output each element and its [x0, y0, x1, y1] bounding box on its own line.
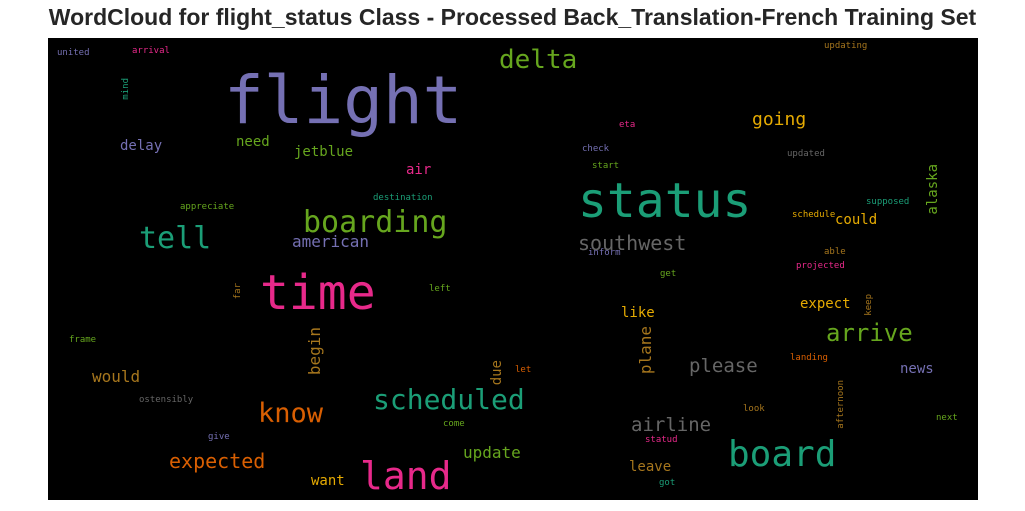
word-cloud-canvas: flight status time board land boarding s…	[48, 38, 978, 500]
word-mind: mind	[121, 78, 131, 100]
word-updated: updated	[787, 149, 825, 159]
word-appreciate: appreciate	[180, 202, 235, 212]
word-airline: airline	[631, 414, 712, 436]
chart-title: WordCloud for flight_status Class - Proc…	[48, 4, 977, 30]
word-tell: tell	[139, 221, 212, 256]
word-destination: destination	[373, 193, 433, 203]
word-give: give	[208, 432, 230, 442]
word-ostensibly: ostensibly	[139, 395, 194, 405]
word-going: going	[752, 109, 807, 130]
word-come: come	[443, 419, 465, 429]
word-american: american	[292, 232, 370, 251]
word-alaska: alaska	[925, 164, 941, 215]
word-schedule: schedule	[792, 210, 836, 220]
word-please: please	[689, 355, 758, 377]
word-want: want	[311, 473, 345, 489]
word-delay: delay	[120, 138, 163, 154]
word-afternoon: afternoon	[836, 380, 846, 429]
word-far: far	[233, 283, 243, 300]
word-next: next	[936, 413, 958, 423]
word-eta: eta	[619, 120, 636, 130]
word-air: air	[406, 162, 432, 178]
word-news: news	[900, 361, 934, 377]
word-got: got	[659, 478, 676, 488]
word-like: like	[621, 305, 655, 321]
word-expect: expect	[800, 296, 851, 312]
word-boarding: boarding	[303, 205, 448, 240]
word-know: know	[258, 398, 324, 429]
word-left: left	[429, 284, 451, 294]
word-arrival: arrival	[132, 46, 170, 56]
word-southwest: southwest	[578, 231, 687, 255]
word-projected: projected	[796, 261, 845, 271]
word-would: would	[92, 367, 141, 386]
word-look: look	[743, 404, 765, 414]
word-delta: delta	[499, 45, 578, 75]
word-able: able	[824, 247, 846, 257]
word-get: get	[660, 269, 677, 279]
word-board: board	[728, 434, 837, 475]
word-supposed: supposed	[866, 197, 910, 207]
word-expected: expected	[169, 449, 266, 473]
word-inform: inform	[588, 248, 621, 258]
word-need: need	[236, 134, 270, 150]
word-check: check	[582, 144, 610, 154]
word-statud: statud	[645, 435, 678, 445]
word-landing: landing	[790, 353, 828, 363]
word-due: due	[489, 360, 505, 386]
word-updating: updating	[824, 41, 868, 51]
word-plane: plane	[636, 326, 655, 375]
word-could: could	[835, 212, 878, 228]
word-jetblue: jetblue	[294, 144, 354, 160]
word-arrive: arrive	[826, 319, 913, 347]
word-start: start	[592, 161, 620, 171]
word-scheduled: scheduled	[373, 383, 525, 416]
word-let: let	[515, 365, 532, 375]
word-time: time	[260, 265, 376, 321]
word-update: update	[463, 443, 521, 462]
word-begin: begin	[305, 327, 324, 376]
word-status: status	[578, 173, 752, 229]
word-frame: frame	[69, 335, 97, 345]
word-keep: keep	[864, 294, 874, 316]
word-land: land	[360, 454, 452, 498]
word-united: united	[57, 48, 90, 58]
word-leave: leave	[629, 459, 672, 475]
word-flight: flight	[224, 62, 463, 139]
